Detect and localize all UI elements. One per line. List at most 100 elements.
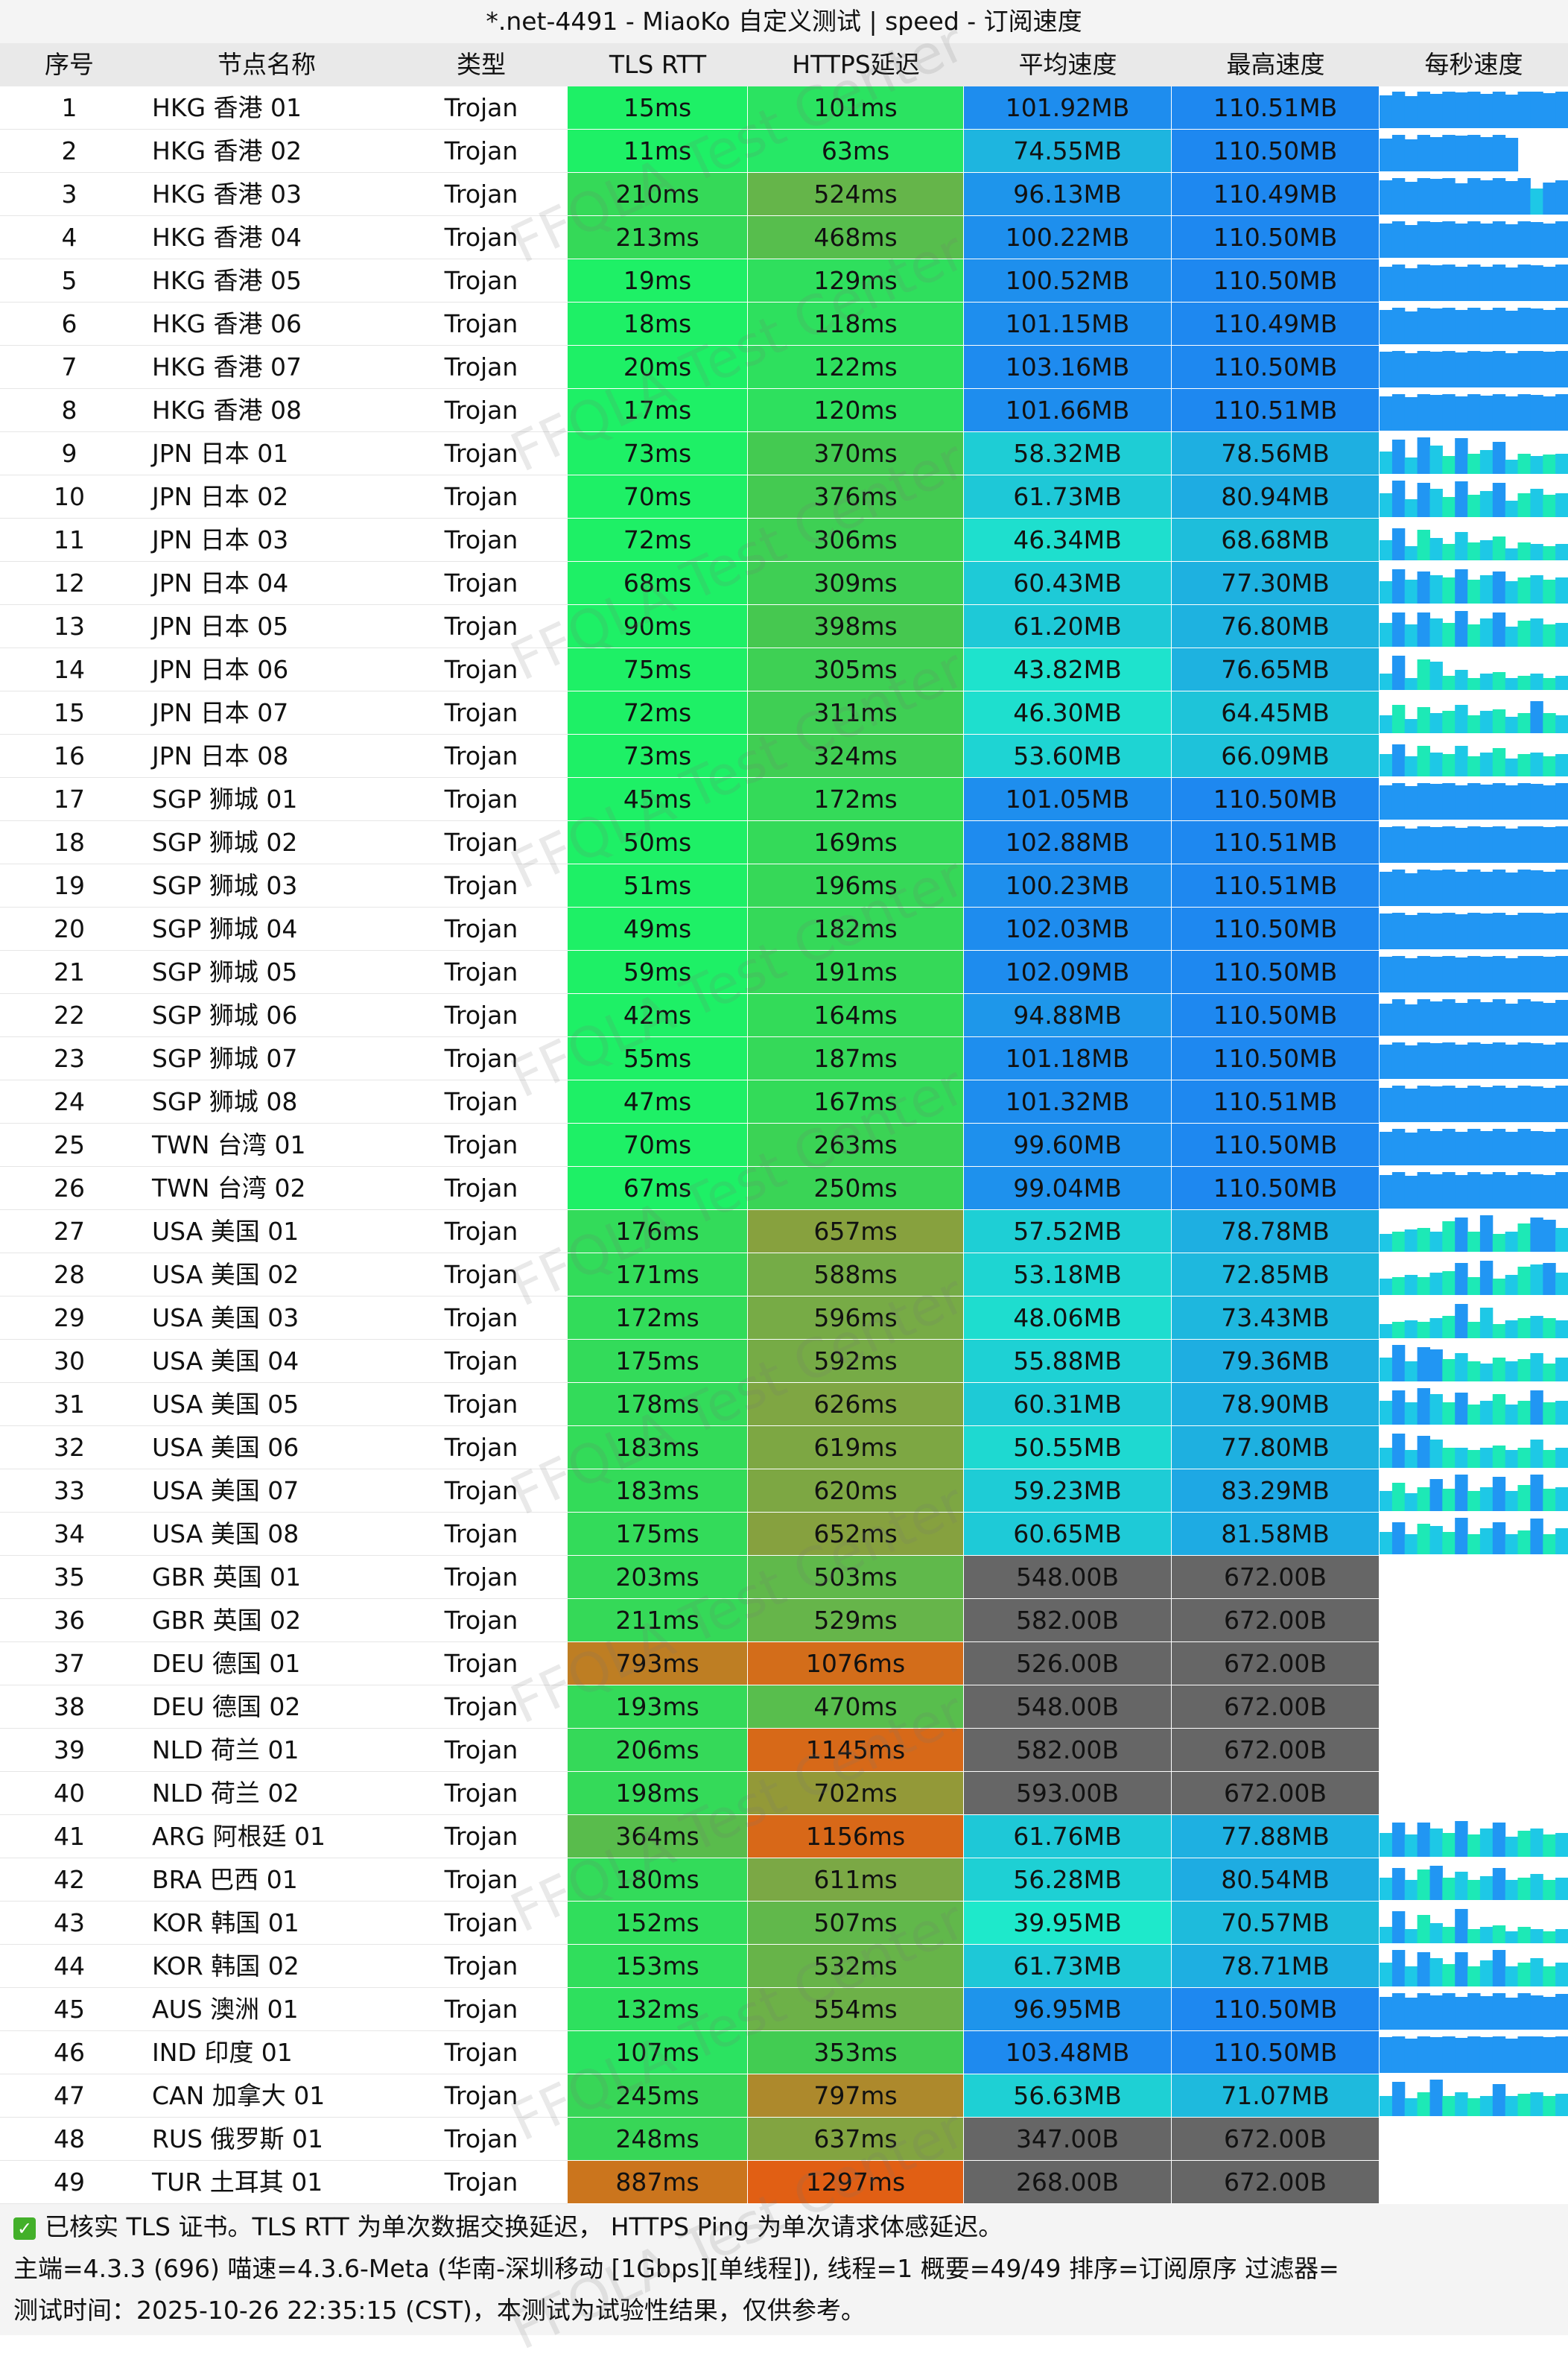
node-type: Trojan [395, 1642, 568, 1685]
col-header-per-second-speed[interactable]: 每秒速度 [1424, 50, 1523, 79]
speed-bar [1417, 2092, 1430, 2116]
row-index: 28 [0, 1253, 139, 1296]
speed-bar [1380, 1175, 1393, 1209]
node-name: BRA 巴西 01 [139, 1858, 395, 1902]
speed-bar [1530, 1440, 1543, 1468]
speed-bar [1530, 1001, 1543, 1036]
node-type: Trojan [395, 303, 568, 346]
speed-bar [1467, 756, 1481, 776]
https-latency: 637ms [748, 2118, 964, 2161]
avg-speed: 99.60MB [964, 1124, 1172, 1167]
col-header-tls-rtt[interactable]: TLS RTT [609, 50, 707, 79]
speed-bar [1492, 913, 1506, 949]
speed-bar [1417, 913, 1430, 949]
speed-bar [1530, 92, 1543, 128]
speed-bar [1429, 1440, 1443, 1468]
node-type: Trojan [395, 1080, 568, 1124]
avg-speed: 268.00B [964, 2161, 1172, 2204]
col-header-max-speed[interactable]: 最高速度 [1226, 50, 1325, 79]
speed-bar [1555, 1228, 1568, 1252]
speed-bar [1404, 499, 1418, 517]
speed-bar [1417, 746, 1430, 776]
speed-bar [1517, 1401, 1531, 1425]
speed-bar [1492, 1993, 1506, 2030]
speed-bar [1492, 1477, 1506, 1511]
avg-speed: 96.95MB [964, 1988, 1172, 2031]
speed-bar [1380, 2037, 1393, 2073]
speed-bar [1492, 571, 1506, 604]
node-type: Trojan [395, 994, 568, 1037]
avg-speed: 102.03MB [964, 908, 1172, 951]
tls-rtt: 213ms [568, 216, 748, 259]
speed-bar [1429, 753, 1443, 776]
max-speed: 672.00B [1172, 1729, 1380, 1772]
per-second-speed-chart [1380, 1815, 1568, 1858]
speed-bar [1479, 1448, 1494, 1468]
node-type: Trojan [395, 259, 568, 303]
col-header-type[interactable]: 类型 [457, 50, 506, 79]
speed-bar [1517, 2094, 1531, 2116]
col-header-https-latency[interactable]: HTTPS延迟 [792, 50, 920, 79]
speed-bar [1517, 1530, 1531, 1554]
node-name: DEU 德国 02 [139, 1685, 395, 1729]
max-speed: 78.71MB [1172, 1945, 1380, 1988]
speed-bar [1492, 135, 1506, 171]
speed-bar [1517, 1267, 1531, 1295]
speed-bar [1391, 612, 1406, 647]
speed-bar [1404, 1361, 1418, 1381]
speed-bar [1517, 1086, 1531, 1122]
speed-bar [1492, 1234, 1506, 1252]
speed-bar [1380, 1045, 1393, 1079]
avg-speed: 100.22MB [964, 216, 1172, 259]
table-row: 49 TUR 土耳其 01 Trojan 887ms 1297ms 268.00B 672.… [0, 2161, 1568, 2204]
speed-bar [1543, 872, 1556, 906]
speed-bar [1543, 1364, 1556, 1381]
speed-bar [1543, 396, 1556, 431]
speed-bar [1492, 2036, 1506, 2073]
table-row: 6 HKG 香港 06 Trojan 18ms 118ms 101.15MB 110.49M… [0, 303, 1568, 346]
col-header-node-name[interactable]: 节点名称 [218, 50, 316, 79]
row-index: 37 [0, 1642, 139, 1685]
avg-speed: 582.00B [964, 1729, 1172, 1772]
speed-bar [1479, 450, 1494, 474]
node-type: Trojan [395, 778, 568, 821]
tls-rtt: 18ms [568, 303, 748, 346]
speed-bar [1479, 1960, 1494, 1986]
speed-bar [1467, 1086, 1481, 1122]
col-header-avg-speed[interactable]: 平均速度 [1018, 50, 1117, 79]
speed-bar [1505, 1361, 1519, 1381]
node-type: Trojan [395, 951, 568, 994]
col-header-index[interactable]: 序号 [45, 50, 94, 79]
speed-bar [1429, 827, 1443, 863]
speed-bar [1492, 1823, 1506, 1857]
speed-bar [1380, 1132, 1393, 1165]
speed-bar [1530, 1519, 1543, 1554]
speed-bar [1442, 92, 1456, 128]
node-name: TWN 台湾 01 [139, 1124, 395, 1167]
speed-bar [1429, 1995, 1443, 2030]
speed-bar [1391, 528, 1406, 560]
table-row: 14 JPN 日本 06 Trojan 75ms 305ms 43.82MB 76.65MB [0, 648, 1568, 691]
row-index: 34 [0, 1513, 139, 1556]
avg-speed: 94.88MB [964, 994, 1172, 1037]
https-latency: 524ms [748, 173, 964, 216]
https-latency: 167ms [748, 1080, 964, 1124]
speed-bar [1492, 265, 1506, 301]
table-row: 41 ARG 阿根廷 01 Trojan 364ms 1156ms 61.76MB 77.8… [0, 1815, 1568, 1858]
node-name: SGP 狮城 01 [139, 778, 395, 821]
avg-speed: 548.00B [964, 1685, 1172, 1729]
speed-bar [1455, 1475, 1468, 1511]
node-type: Trojan [395, 691, 568, 735]
speed-bar [1380, 1997, 1393, 2030]
row-index: 32 [0, 1426, 139, 1469]
speed-bar [1429, 1394, 1443, 1425]
node-name: JPN 日本 05 [139, 605, 395, 648]
speed-bar [1429, 137, 1443, 171]
per-second-speed-chart [1380, 475, 1568, 519]
speed-bar [1505, 548, 1519, 560]
per-second-speed-chart [1380, 259, 1568, 303]
speed-bar [1391, 913, 1406, 949]
speed-bar [1555, 454, 1568, 474]
max-speed: 80.94MB [1172, 475, 1380, 519]
speed-bar [1442, 1172, 1456, 1209]
